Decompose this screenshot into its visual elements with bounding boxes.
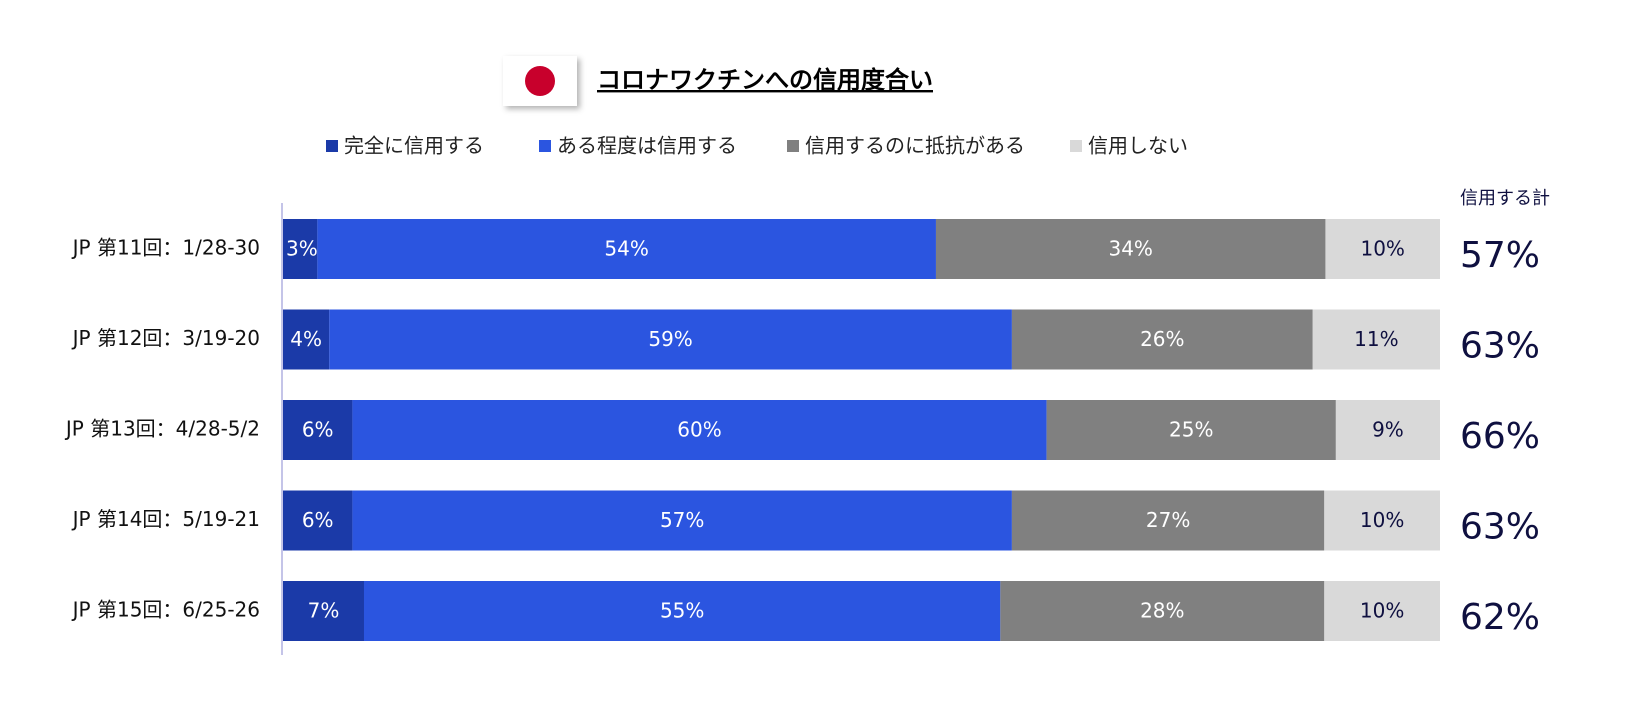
bar-segment	[283, 490, 353, 551]
data-label: 26%	[1140, 327, 1184, 351]
bar-segment	[1011, 309, 1313, 370]
total-label: 63%	[1460, 326, 1540, 367]
y-tick-label: JP 第15回：6/25-26	[71, 598, 260, 622]
data-label: 10%	[1360, 237, 1404, 261]
bar-segment	[1324, 490, 1440, 551]
bar-segment	[1011, 490, 1325, 551]
totals-header: 信用する計	[1460, 188, 1550, 209]
bar-segment	[1312, 309, 1440, 370]
data-label: 55%	[660, 599, 704, 623]
data-label: 6%	[302, 508, 334, 532]
data-label: 60%	[677, 418, 721, 442]
legend-swatch	[787, 140, 799, 152]
legend-swatch	[1070, 140, 1082, 152]
bar-segment	[352, 400, 1047, 460]
total-label: 62%	[1460, 597, 1540, 638]
y-tick-label: JP 第13回：4/28-5/2	[64, 417, 260, 441]
bar-segment	[363, 581, 1001, 641]
flag-sun	[525, 66, 555, 96]
bar-segment	[1046, 400, 1336, 460]
bar-segment	[283, 581, 364, 641]
bar-segment	[317, 219, 936, 279]
data-label: 25%	[1169, 418, 1213, 442]
y-tick-label: JP 第12回：3/19-20	[71, 326, 260, 350]
bar-segment	[1325, 219, 1440, 279]
legend-swatch	[539, 140, 551, 152]
bar-segment	[283, 219, 318, 279]
legend-label: 信用するのに抵抗がある	[805, 134, 1025, 158]
total-label: 63%	[1460, 507, 1540, 548]
data-label: 10%	[1360, 599, 1404, 623]
data-label: 3%	[286, 237, 318, 261]
data-label: 6%	[302, 418, 334, 442]
data-label: 10%	[1360, 508, 1404, 532]
bar-segment	[352, 490, 1012, 551]
data-label: 59%	[648, 327, 692, 351]
bar-segment	[1335, 400, 1440, 460]
bar-segment	[283, 309, 330, 370]
chart-title: コロナワクチンへの信用度合い	[597, 66, 933, 94]
y-tick-label: JP 第11回：1/28-30	[71, 236, 260, 260]
bar-segment	[1324, 581, 1440, 641]
total-label: 57%	[1460, 235, 1540, 276]
data-label: 34%	[1108, 237, 1152, 261]
data-label: 54%	[604, 237, 648, 261]
bar-segment	[283, 400, 353, 460]
legend-label: 信用しない	[1088, 134, 1188, 158]
bar-segment	[935, 219, 1326, 279]
bar-segment	[329, 309, 1012, 370]
y-tick-label: JP 第14回：5/19-21	[71, 507, 260, 531]
data-label: 27%	[1146, 508, 1190, 532]
legend-swatch	[326, 140, 338, 152]
data-label: 7%	[308, 599, 340, 623]
data-label: 4%	[290, 327, 322, 351]
data-label: 11%	[1354, 327, 1398, 351]
data-label: 28%	[1140, 599, 1184, 623]
total-label: 66%	[1460, 416, 1540, 457]
data-label: 57%	[660, 508, 704, 532]
data-label: 9%	[1372, 418, 1404, 442]
legend-label: ある程度は信用する	[557, 134, 737, 158]
legend-label: 完全に信用する	[344, 134, 484, 158]
bar-segment	[1000, 581, 1325, 641]
